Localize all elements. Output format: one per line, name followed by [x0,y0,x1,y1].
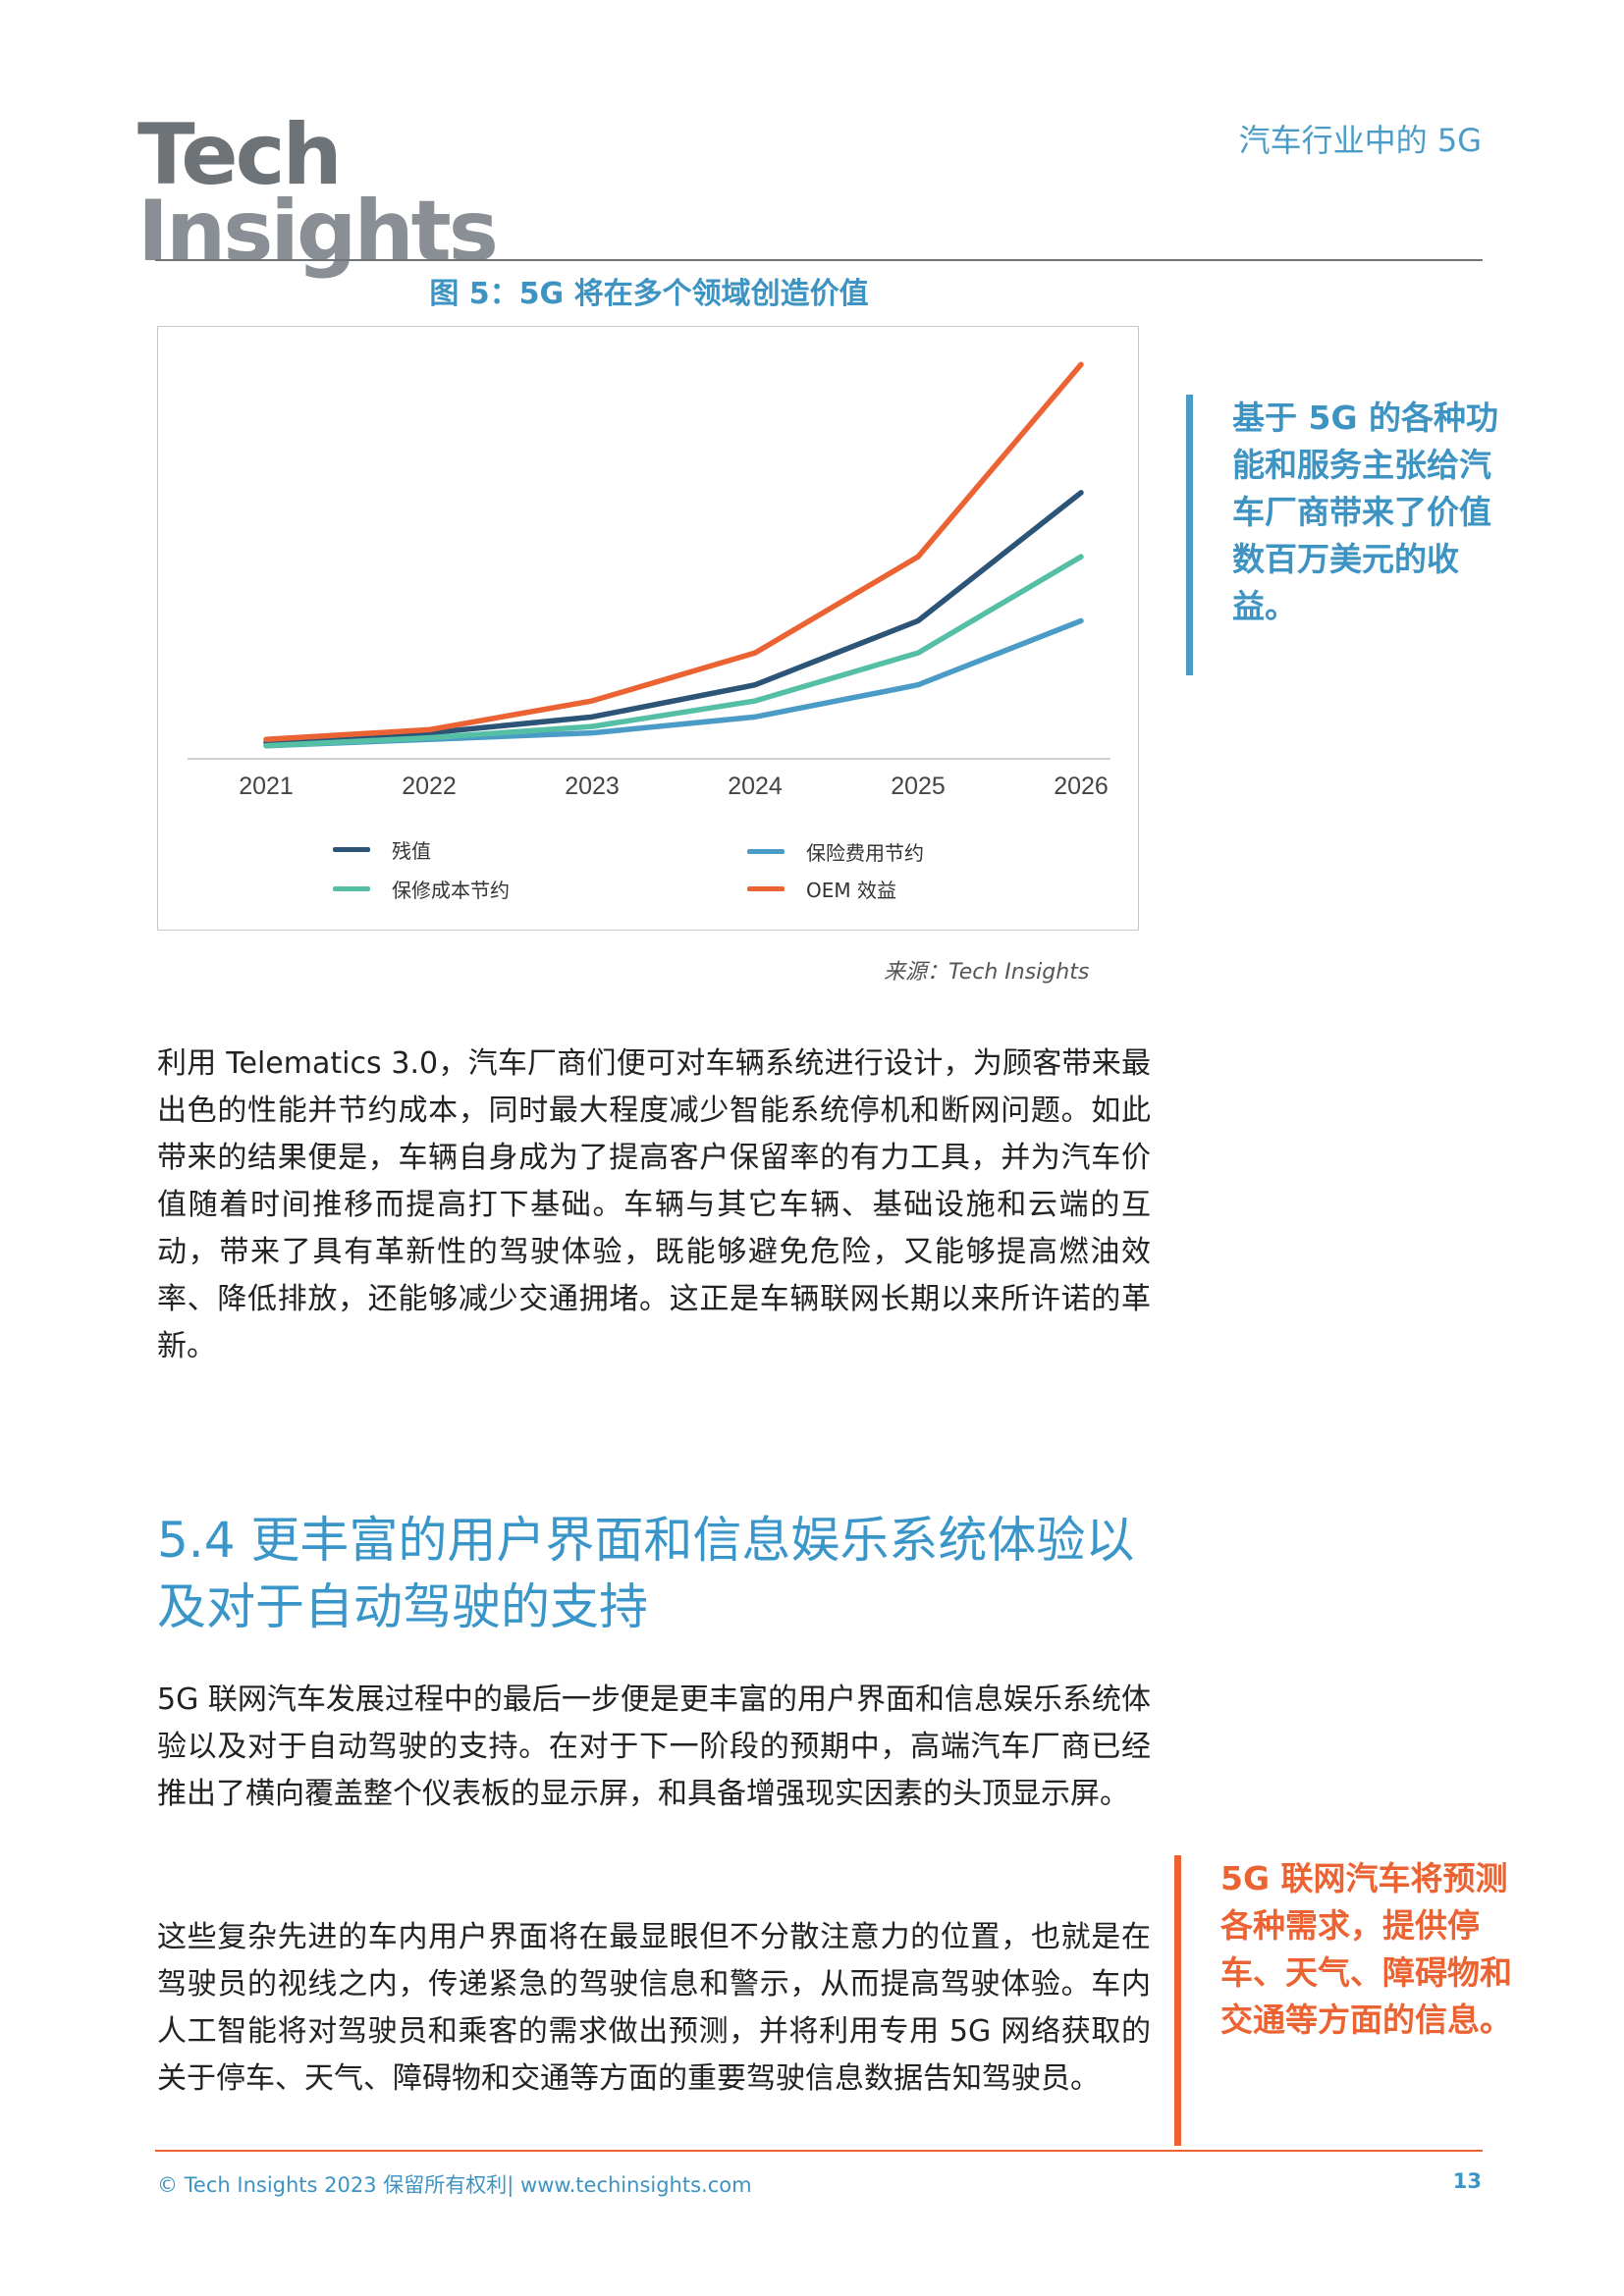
series-line [263,617,1084,749]
legend-label: 残值 [392,839,431,863]
figure-source: 来源：Tech Insights [884,960,1090,985]
legend-item: 保险费用节约 [747,837,924,866]
legend-label: 保修成本节约 [392,879,510,902]
page-number: 13 [1452,2169,1482,2193]
footer-divider [155,2150,1483,2152]
x-tick-label: 2021 [239,773,294,800]
x-tick-label: 2025 [891,773,946,800]
x-tick-label: 2024 [728,773,783,800]
legend-label: 保险费用节约 [806,841,924,865]
body-paragraph-ui: 5G 联网汽车发展过程中的最后一步便是更丰富的用户界面和信息娱乐系统体验以及对于… [157,1682,1151,1811]
body-paragraph-ai: 这些复杂先进的车内用户界面将在最显眼但不分散注意力的位置，也就是在驾驶员的视线之… [157,1920,1151,2096]
footer-copyright: © Tech Insights 2023 保留所有权利| www.techins… [157,2173,752,2197]
techinsights-logo: Tech Insights [137,106,499,274]
callout-value-creation: 基于 5G 的各种功能和服务主张给汽车厂商带来了价值数百万美元的收益。 [1186,395,1500,675]
logo-line-tech: Tech [137,106,343,204]
legend-item: OEM 效益 [747,875,896,903]
logo-line-insights: Insights [137,183,499,281]
header-title: 汽车行业中的 5G [1238,122,1482,159]
legend-label: OEM 效益 [806,879,896,902]
x-tick-label: 2022 [402,773,457,800]
line-chart: 2021 2022 2023 2024 2025 2026 [188,361,1110,800]
series-line [263,554,1084,749]
legend-swatch [747,886,785,891]
callout-prediction: 5G 联网汽车将预测各种需求，提供停车、天气、障碍物和交通等方面的信息。 [1174,1855,1518,2146]
legend-item: 残值 [333,835,431,864]
series-line [263,490,1084,746]
x-tick-label: 2026 [1054,773,1109,800]
header-divider [155,259,1483,261]
figure-caption: 图 5：5G 将在多个领域创造价值 [429,277,869,311]
section-heading: 5.4 更丰富的用户界面和信息娱乐系统体验以及对于自动驾驶的支持 [157,1512,1135,1635]
body-paragraph-telematics: 利用 Telematics 3.0，汽车厂商们便可对车辆系统进行设计，为顾客带来… [157,1046,1151,1363]
x-tick-label: 2023 [565,773,620,800]
legend-swatch [333,886,370,891]
legend-swatch [333,847,370,852]
legend-item: 保修成本节约 [333,875,510,903]
series-line [263,361,1084,742]
chart-container: 2021 2022 2023 2024 2025 2026 残值 保险费用节约保修成本节约 O… [157,326,1139,931]
legend-swatch [747,849,785,854]
